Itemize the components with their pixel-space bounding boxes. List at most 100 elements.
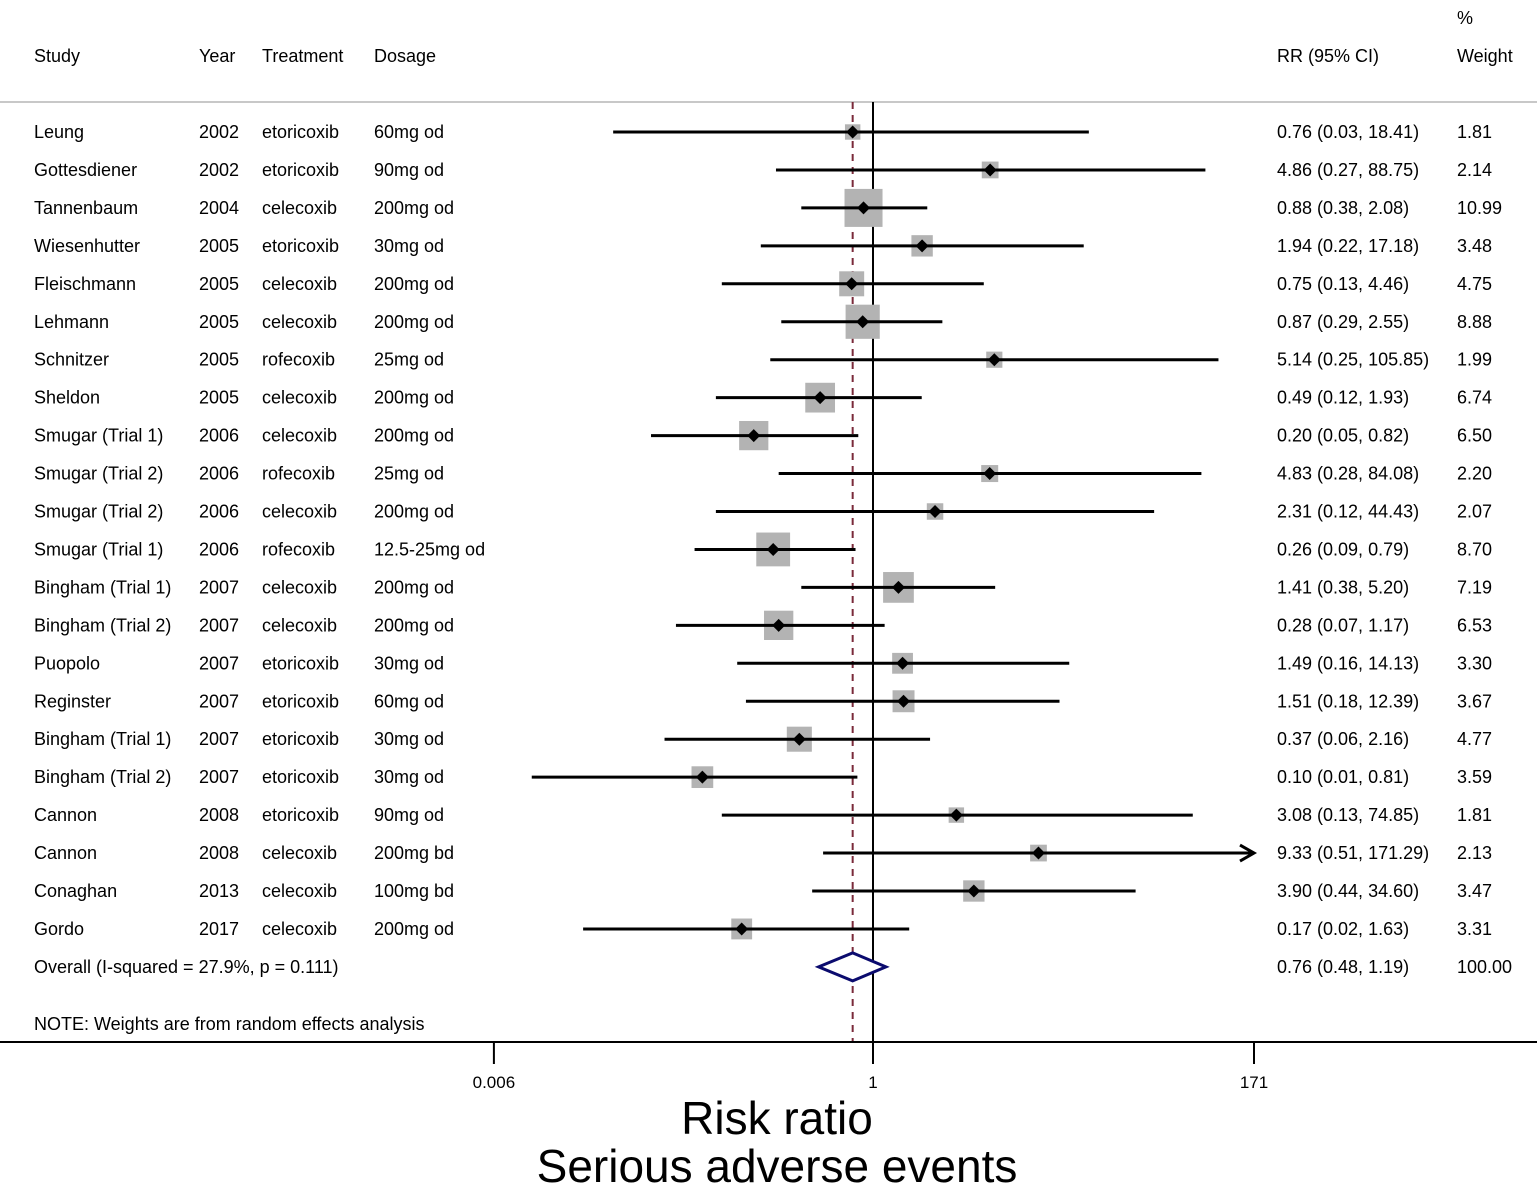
study-treatment: celecoxib	[262, 577, 337, 597]
study-dosage: 30mg od	[374, 767, 444, 787]
point-estimate	[747, 429, 761, 443]
point-estimate	[983, 467, 997, 481]
study-name: Bingham (Trial 2)	[34, 767, 171, 787]
study-dosage: 60mg od	[374, 691, 444, 711]
study-weight: 7.19	[1457, 577, 1492, 597]
study-treatment: celecoxib	[262, 881, 337, 901]
study-weight: 8.88	[1457, 312, 1492, 332]
study-name: Fleischmann	[34, 274, 136, 294]
study-treatment: etoricoxib	[262, 236, 339, 256]
study-rows: Leung 2002 etoricoxib 60mg od 0.76 (0.03, 18…	[34, 122, 1502, 940]
study-weight: 3.59	[1457, 767, 1492, 787]
study-name: Leung	[34, 122, 84, 142]
study-name: Wiesenhutter	[34, 236, 140, 256]
study-dosage: 90mg od	[374, 160, 444, 180]
study-year: 2006	[199, 502, 239, 522]
study-weight: 2.13	[1457, 843, 1492, 863]
x-axis: 0.006 1 171 Risk ratio Serious adverse eve…	[0, 1041, 1537, 1192]
study-rr-ci: 0.76 (0.03, 18.41)	[1277, 122, 1419, 142]
study-dosage: 12.5-25mg od	[374, 539, 485, 559]
study-year: 2007	[199, 577, 239, 597]
study-year: 2007	[199, 653, 239, 673]
study-year: 2006	[199, 426, 239, 446]
point-estimate	[928, 505, 942, 518]
x-tick-label: 0.006	[473, 1073, 516, 1092]
study-year: 2008	[199, 805, 239, 825]
point-estimate	[987, 353, 1001, 367]
study-rr-ci: 0.20 (0.05, 0.82)	[1277, 426, 1409, 446]
study-row: Sheldon 2005 celecoxib 200mg od 0.49 (0.12, …	[34, 382, 1492, 413]
study-year: 2004	[199, 198, 239, 218]
study-row: Puopolo 2007 etoricoxib 30mg od 1.49 (0.16, …	[34, 652, 1492, 674]
study-weight: 4.77	[1457, 729, 1492, 749]
study-name: Smugar (Trial 2)	[34, 464, 163, 484]
point-estimate	[846, 125, 860, 139]
study-rr-ci: 1.49 (0.16, 14.13)	[1277, 653, 1419, 673]
study-row: Smugar (Trial 2) 2006 rofecoxib 25mg od 4.83…	[34, 464, 1492, 484]
study-year: 2005	[199, 388, 239, 408]
study-rr-ci: 0.37 (0.06, 2.16)	[1277, 729, 1409, 749]
study-weight: 1.99	[1457, 350, 1492, 370]
study-rr-ci: 9.33 (0.51, 171.29)	[1277, 843, 1429, 863]
header-weight-percent: %	[1457, 8, 1473, 28]
study-weight: 8.70	[1457, 539, 1492, 559]
point-estimate	[857, 201, 871, 215]
point-estimate	[949, 808, 963, 822]
study-year: 2005	[199, 274, 239, 294]
study-name: Puopolo	[34, 653, 100, 673]
study-year: 2008	[199, 843, 239, 863]
study-weight: 10.99	[1457, 198, 1502, 218]
study-treatment: celecoxib	[262, 274, 337, 294]
study-dosage: 200mg od	[374, 198, 454, 218]
study-weight: 2.14	[1457, 160, 1492, 180]
study-treatment: etoricoxib	[262, 691, 339, 711]
study-dosage: 200mg od	[374, 577, 454, 597]
point-estimate	[735, 922, 749, 936]
chart-title: Serious adverse events	[537, 1140, 1018, 1192]
study-rr-ci: 0.87 (0.29, 2.55)	[1277, 312, 1409, 332]
study-row: Gottesdiener 2002 etoricoxib 90mg od 4.86 (0…	[34, 160, 1492, 180]
study-treatment: rofecoxib	[262, 464, 335, 484]
point-estimate	[772, 618, 786, 632]
study-year: 2013	[199, 881, 239, 901]
point-estimate	[856, 315, 870, 329]
study-name: Smugar (Trial 1)	[34, 426, 163, 446]
study-weight: 4.75	[1457, 274, 1492, 294]
point-estimate	[891, 580, 905, 594]
study-name: Bingham (Trial 2)	[34, 615, 171, 635]
study-treatment: celecoxib	[262, 388, 337, 408]
study-row: Leung 2002 etoricoxib 60mg od 0.76 (0.03, 18…	[34, 122, 1492, 142]
study-weight: 6.53	[1457, 615, 1492, 635]
point-estimate	[1031, 846, 1045, 860]
header-year: Year	[199, 46, 235, 66]
ci-arrow	[1239, 843, 1258, 863]
point-estimate	[766, 542, 780, 556]
study-name: Reginster	[34, 691, 111, 711]
study-rr-ci: 5.14 (0.25, 105.85)	[1277, 350, 1429, 370]
point-estimate	[967, 884, 981, 898]
study-dosage: 25mg od	[374, 464, 444, 484]
study-name: Schnitzer	[34, 350, 109, 370]
study-name: Smugar (Trial 2)	[34, 502, 163, 522]
point-estimate	[896, 656, 910, 670]
study-row: Smugar (Trial 1) 2006 celecoxib 200mg od 0.2…	[34, 420, 1492, 451]
study-row: Tannenbaum 2004 celecoxib 200mg od 0.88 (0.3…	[34, 188, 1502, 227]
study-rr-ci: 0.75 (0.13, 4.46)	[1277, 274, 1409, 294]
study-weight: 3.31	[1457, 919, 1492, 939]
study-treatment: rofecoxib	[262, 350, 335, 370]
study-rr-ci: 0.28 (0.07, 1.17)	[1277, 615, 1409, 635]
study-row: Cannon 2008 celecoxib 200mg bd 9.33 (0.51, 1…	[34, 843, 1492, 863]
study-weight: 6.50	[1457, 426, 1492, 446]
point-estimate	[792, 732, 806, 746]
x-axis-label: Risk ratio	[681, 1092, 873, 1144]
study-year: 2005	[199, 350, 239, 370]
study-dosage: 200mg od	[374, 919, 454, 939]
study-row: Bingham (Trial 1) 2007 etoricoxib 30mg od 0.…	[34, 726, 1492, 752]
study-dosage: 25mg od	[374, 350, 444, 370]
study-row: Gordo 2017 celecoxib 200mg od 0.17 (0.02, 1.…	[34, 918, 1492, 940]
study-treatment: rofecoxib	[262, 539, 335, 559]
study-rr-ci: 1.94 (0.22, 17.18)	[1277, 236, 1419, 256]
header-weight: Weight	[1457, 46, 1513, 66]
study-dosage: 200mg od	[374, 615, 454, 635]
study-treatment: celecoxib	[262, 312, 337, 332]
